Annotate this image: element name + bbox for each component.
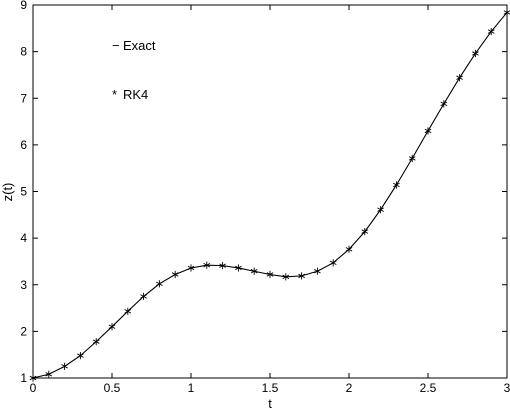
- data-point-rk4: [171, 270, 179, 279]
- x-axis-label: t: [268, 396, 272, 411]
- star-stroke: [108, 324, 116, 329]
- data-point-rk4: [503, 8, 510, 17]
- y-axis-label: z(t): [0, 183, 15, 202]
- legend-marker-rk4: *: [112, 87, 117, 102]
- star-stroke: [45, 372, 53, 377]
- y-tick-label: 2: [20, 324, 27, 338]
- x-tick-label: 1: [188, 381, 195, 395]
- data-point-rk4: [29, 374, 37, 382]
- data-point-rk4: [487, 27, 495, 36]
- data-point-rk4: [77, 352, 84, 360]
- star-stroke: [235, 265, 242, 271]
- star-stroke: [503, 10, 510, 15]
- data-point-rk4: [393, 181, 400, 189]
- star-stroke: [77, 353, 84, 358]
- y-tick-label: 3: [20, 278, 27, 292]
- star-stroke: [393, 182, 400, 188]
- plot-area: [32, 4, 508, 379]
- legend-label-exact: Exact: [123, 38, 156, 53]
- data-point-rk4: [361, 227, 369, 236]
- data-point-rk4: [408, 154, 416, 162]
- data-point-rk4: [124, 307, 132, 315]
- data-point-rk4: [440, 100, 448, 108]
- star-stroke: [171, 272, 179, 277]
- star-stroke: [61, 364, 68, 369]
- star-stroke: [298, 273, 305, 279]
- y-tick-label: 1: [20, 371, 27, 385]
- star-stroke: [266, 272, 274, 277]
- star-stroke: [314, 269, 321, 274]
- data-point-rk4: [187, 264, 195, 272]
- data-point-rk4: [377, 206, 384, 214]
- data-point-rk4: [45, 370, 53, 378]
- data-point-rk4: [140, 292, 147, 301]
- star-stroke: [92, 339, 100, 344]
- star-stroke: [345, 247, 353, 252]
- data-point-rk4: [424, 127, 432, 135]
- legend: − Exact * RK4: [112, 38, 156, 102]
- legend-label-rk4: RK4: [123, 87, 148, 102]
- data-point-rk4: [472, 49, 479, 58]
- data-point-rk4: [456, 74, 463, 82]
- data-point-rk4: [61, 362, 68, 370]
- data-point-rk4: [266, 270, 274, 279]
- x-tick-label: 0.5: [104, 381, 121, 395]
- x-tick-label: 1.5: [262, 381, 279, 395]
- y-tick-label: 9: [20, 0, 27, 12]
- data-point-rk4: [156, 280, 163, 288]
- star-stroke: [440, 101, 448, 107]
- data-point-rk4: [108, 323, 116, 331]
- star-stroke: [282, 274, 290, 280]
- x-tick-label: 0: [30, 381, 37, 395]
- y-tick-label: 5: [20, 185, 27, 199]
- data-point-rk4: [219, 262, 226, 270]
- x-tick-label: 3: [504, 381, 510, 395]
- star-stroke: [156, 281, 163, 287]
- star-stroke: [203, 262, 211, 268]
- star-stroke: [472, 51, 479, 56]
- x-axis: 0 0.5 1 1.5 2 2.5 3: [30, 5, 510, 395]
- series-layer: [29, 8, 510, 382]
- y-tick-label: 4: [20, 231, 27, 245]
- data-point-rk4: [250, 267, 258, 275]
- star-stroke: [377, 207, 384, 212]
- star-stroke: [424, 128, 432, 134]
- star-stroke: [140, 294, 147, 299]
- star-stroke: [219, 263, 226, 268]
- data-point-rk4: [203, 261, 211, 269]
- star-stroke: [487, 29, 495, 34]
- y-axis: 1 2 3 4 5 6 7 8 9: [20, 0, 507, 385]
- data-point-rk4: [235, 264, 242, 272]
- data-point-rk4: [298, 272, 305, 280]
- data-point-rk4: [92, 338, 100, 346]
- star-stroke: [250, 269, 258, 274]
- data-point-rk4: [314, 267, 321, 275]
- star-stroke: [29, 375, 37, 381]
- star-stroke: [187, 265, 195, 271]
- data-point-rk4: [329, 259, 337, 267]
- data-point-rk4: [282, 273, 290, 281]
- star-stroke: [329, 260, 337, 266]
- star-stroke: [456, 75, 463, 80]
- legend-marker-exact: −: [112, 38, 120, 53]
- star-stroke: [408, 156, 416, 161]
- data-point-rk4: [345, 245, 353, 253]
- x-tick-label: 2: [346, 381, 353, 395]
- y-tick-label: 6: [20, 138, 27, 152]
- star-stroke: [361, 229, 369, 234]
- star-stroke: [124, 309, 132, 314]
- y-tick-label: 7: [20, 91, 27, 105]
- y-tick-label: 8: [20, 45, 27, 59]
- x-tick-label: 2.5: [420, 381, 437, 395]
